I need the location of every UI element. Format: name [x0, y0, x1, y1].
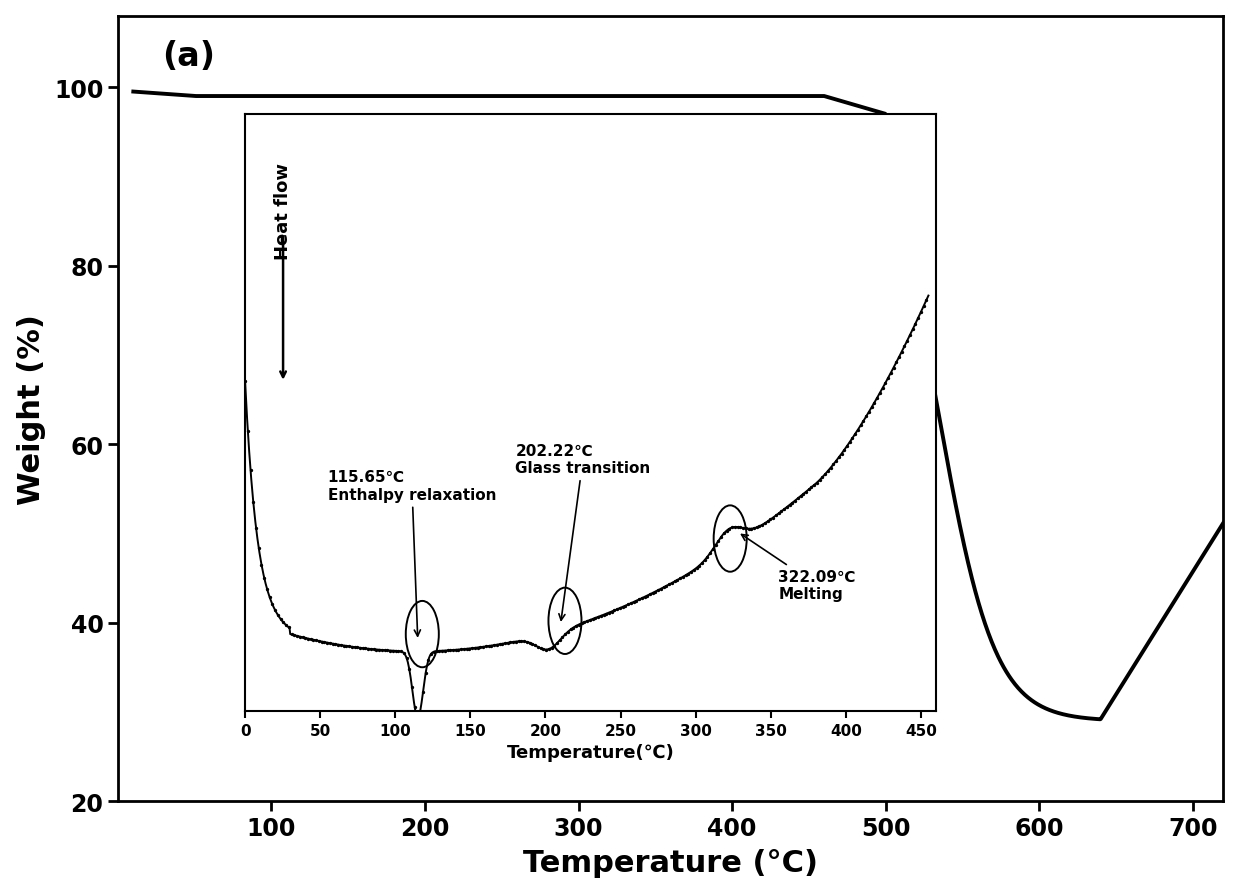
Text: (a): (a): [162, 40, 216, 73]
X-axis label: Temperature (°C): Temperature (°C): [523, 848, 818, 877]
Y-axis label: Weight (%): Weight (%): [16, 314, 46, 504]
